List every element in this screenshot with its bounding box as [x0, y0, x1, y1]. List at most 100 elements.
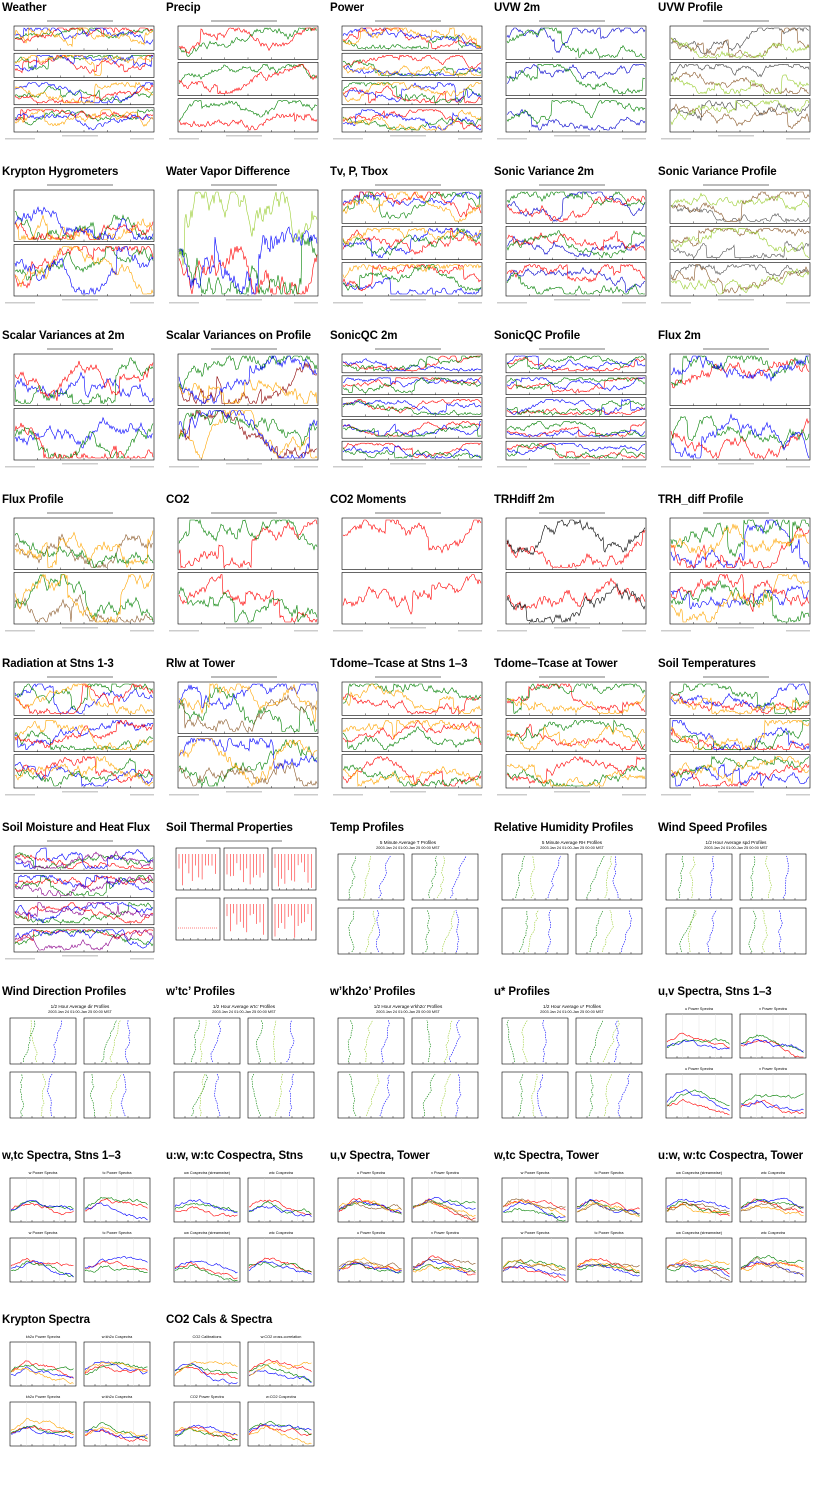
plot-thumbnail-link[interactable]: u,v Spectra, Stns 1–3 u Power Spectra v Po… [656, 984, 816, 1134]
plot-thumbnail-image[interactable] [658, 346, 814, 472]
plot-thumbnail-image[interactable] [658, 18, 814, 144]
plot-thumbnail-image[interactable] [494, 346, 650, 472]
thumbnail-title[interactable]: UVW Profile [658, 2, 723, 14]
thumbnail-title[interactable]: w’tc’ Profiles [166, 986, 235, 998]
thumbnail-title[interactable]: Precip [166, 2, 201, 14]
plot-thumbnail-image[interactable] [166, 674, 322, 800]
thumbnail-title[interactable]: CO2 Cals & Spectra [166, 1314, 273, 1326]
thumbnail-title[interactable]: Tdome–Tcase at Stns 1–3 [330, 658, 468, 670]
plot-thumbnail-image[interactable] [166, 182, 322, 308]
plot-thumbnail-image[interactable] [494, 510, 650, 636]
plot-thumbnail-image[interactable] [494, 674, 650, 800]
plot-thumbnail-image[interactable] [166, 346, 322, 472]
plot-thumbnail-image[interactable] [2, 510, 158, 636]
plot-thumbnail-link[interactable]: Scalar Variances on Profile [164, 328, 324, 478]
thumbnail-title[interactable]: w’kh2o’ Profiles [330, 986, 416, 998]
plot-thumbnail-link[interactable]: Tdome–Tcase at Stns 1–3 [328, 656, 488, 806]
thumbnail-title[interactable]: Power [330, 2, 365, 14]
plot-thumbnail-link[interactable]: Krypton Spectra kh2o Power Spectra w:kh2o … [0, 1312, 160, 1462]
plot-thumbnail-image[interactable]: 1/2 Hour Average spd Profiles 2003 Jan 24… [658, 838, 814, 964]
plot-thumbnail-image[interactable] [494, 18, 650, 144]
plot-thumbnail-link[interactable]: SonicQC 2m [328, 328, 488, 478]
plot-thumbnail-image[interactable] [166, 18, 322, 144]
plot-thumbnail-image[interactable] [330, 510, 486, 636]
thumbnail-title[interactable]: Relative Humidity Profiles [494, 822, 634, 834]
thumbnail-title[interactable]: Sonic Variance 2m [494, 166, 594, 178]
thumbnail-title[interactable]: Rlw at Tower [166, 658, 235, 670]
thumbnail-title[interactable]: Water Vapor Difference [166, 166, 290, 178]
plot-thumbnail-link[interactable]: w,tc Spectra, Stns 1–3 w Power Spectra tc … [0, 1148, 160, 1298]
thumbnail-title[interactable]: SonicQC Profile [494, 330, 581, 342]
thumbnail-title[interactable]: u,v Spectra, Tower [330, 1150, 430, 1162]
plot-thumbnail-link[interactable]: Tv, P, Tbox [328, 164, 488, 314]
plot-thumbnail-image[interactable]: 5 Minute Average T Profiles 2003 Jan 24 0… [330, 838, 486, 964]
thumbnail-title[interactable]: TRH_diff Profile [658, 494, 744, 506]
plot-thumbnail-link[interactable]: CO2 Moments [328, 492, 488, 642]
thumbnail-title[interactable]: Tv, P, Tbox [330, 166, 388, 178]
plot-thumbnail-link[interactable]: CO2 [164, 492, 324, 642]
thumbnail-title[interactable]: Scalar Variances on Profile [166, 330, 311, 342]
plot-thumbnail-link[interactable]: Power [328, 0, 488, 150]
plot-thumbnail-link[interactable]: Rlw at Tower [164, 656, 324, 806]
thumbnail-title[interactable]: Soil Temperatures [658, 658, 756, 670]
plot-thumbnail-link[interactable]: w’kh2o’ Profiles 1/2 Hour Average w'kh2o'… [328, 984, 488, 1134]
thumbnail-title[interactable]: w,tc Spectra, Stns 1–3 [2, 1150, 121, 1162]
plot-thumbnail-image[interactable] [330, 18, 486, 144]
plot-thumbnail-image[interactable] [494, 182, 650, 308]
plot-thumbnail-link[interactable]: Weather [0, 0, 160, 150]
thumbnail-title[interactable]: Weather [2, 2, 47, 14]
thumbnail-title[interactable]: Temp Profiles [330, 822, 404, 834]
plot-thumbnail-link[interactable]: Sonic Variance Profile [656, 164, 816, 314]
plot-thumbnail-link[interactable]: Soil Thermal Properties [164, 820, 324, 970]
plot-thumbnail-image[interactable] [330, 182, 486, 308]
plot-thumbnail-link[interactable]: Flux Profile [0, 492, 160, 642]
thumbnail-title[interactable]: Tdome–Tcase at Tower [494, 658, 618, 670]
thumbnail-title[interactable]: CO2 Moments [330, 494, 407, 506]
thumbnail-title[interactable]: w,tc Spectra, Tower [494, 1150, 599, 1162]
thumbnail-title[interactable]: Wind Speed Profiles [658, 822, 768, 834]
plot-thumbnail-link[interactable]: TRH_diff Profile [656, 492, 816, 642]
plot-thumbnail-link[interactable]: Temp Profiles 5 Minute Average T Profiles… [328, 820, 488, 970]
plot-thumbnail-link[interactable]: Flux 2m [656, 328, 816, 478]
plot-thumbnail-image[interactable]: 1/2 Hour Average w'tc' Profiles 2003 Jan … [166, 1002, 322, 1128]
thumbnail-title[interactable]: u* Profiles [494, 986, 550, 998]
plot-thumbnail-image[interactable]: 1/2 Hour Average u* Profiles 2003 Jan 24 … [494, 1002, 650, 1128]
plot-thumbnail-image[interactable] [2, 182, 158, 308]
plot-thumbnail-image[interactable]: w Power Spectra tc Power Spectra w Power S… [494, 1166, 650, 1292]
thumbnail-title[interactable]: Flux 2m [658, 330, 701, 342]
thumbnail-title[interactable]: Radiation at Stns 1-3 [2, 658, 114, 670]
plot-thumbnail-link[interactable]: u* Profiles 1/2 Hour Average u* Profiles 2… [492, 984, 652, 1134]
thumbnail-title[interactable]: u:w, w:tc Cospectra, Tower [658, 1150, 804, 1162]
plot-thumbnail-link[interactable]: Wind Direction Profiles 1/2 Hour Average … [0, 984, 160, 1134]
plot-thumbnail-image[interactable]: 5 Minute Average RH Profiles 2003 Jan 24 … [494, 838, 650, 964]
plot-thumbnail-link[interactable]: SonicQC Profile [492, 328, 652, 478]
thumbnail-title[interactable]: UVW 2m [494, 2, 541, 14]
plot-thumbnail-link[interactable]: Soil Moisture and Heat Flux [0, 820, 160, 970]
thumbnail-title[interactable]: u:w, w:tc Cospectra, Stns [166, 1150, 304, 1162]
thumbnail-title[interactable]: Scalar Variances at 2m [2, 330, 125, 342]
thumbnail-title[interactable]: TRHdiff 2m [494, 494, 555, 506]
plot-thumbnail-image[interactable]: uw Cospectra (streamwise) wtc Cospectra uw… [166, 1166, 322, 1292]
thumbnail-title[interactable]: Soil Moisture and Heat Flux [2, 822, 151, 834]
thumbnail-title[interactable]: Krypton Spectra [2, 1314, 90, 1326]
plot-thumbnail-link[interactable]: Soil Temperatures [656, 656, 816, 806]
plot-thumbnail-link[interactable]: Radiation at Stns 1-3 [0, 656, 160, 806]
plot-thumbnail-image[interactable]: w Power Spectra tc Power Spectra w Power S… [2, 1166, 158, 1292]
plot-thumbnail-link[interactable]: TRHdiff 2m [492, 492, 652, 642]
plot-thumbnail-link[interactable]: u,v Spectra, Tower u Power Spectra v Power… [328, 1148, 488, 1298]
plot-thumbnail-image[interactable] [658, 674, 814, 800]
plot-thumbnail-link[interactable]: w,tc Spectra, Tower w Power Spectra tc Pow… [492, 1148, 652, 1298]
plot-thumbnail-link[interactable]: Sonic Variance 2m [492, 164, 652, 314]
plot-thumbnail-image[interactable]: CO2 Calibrations w:CO2 cross-correlation C… [166, 1330, 322, 1456]
thumbnail-title[interactable]: Flux Profile [2, 494, 64, 506]
thumbnail-title[interactable]: Soil Thermal Properties [166, 822, 293, 834]
thumbnail-title[interactable]: CO2 [166, 494, 190, 506]
plot-thumbnail-image[interactable] [2, 838, 158, 964]
plot-thumbnail-image[interactable] [330, 674, 486, 800]
thumbnail-title[interactable]: Sonic Variance Profile [658, 166, 777, 178]
plot-thumbnail-link[interactable]: Tdome–Tcase at Tower [492, 656, 652, 806]
plot-thumbnail-image[interactable] [2, 674, 158, 800]
plot-thumbnail-link[interactable]: CO2 Cals & Spectra CO2 Calibrations w:CO2 … [164, 1312, 324, 1462]
plot-thumbnail-link[interactable]: Relative Humidity Profiles 5 Minute Avera… [492, 820, 652, 970]
plot-thumbnail-image[interactable]: uw Cospectra (streamwise) wtc Cospectra uw… [658, 1166, 814, 1292]
